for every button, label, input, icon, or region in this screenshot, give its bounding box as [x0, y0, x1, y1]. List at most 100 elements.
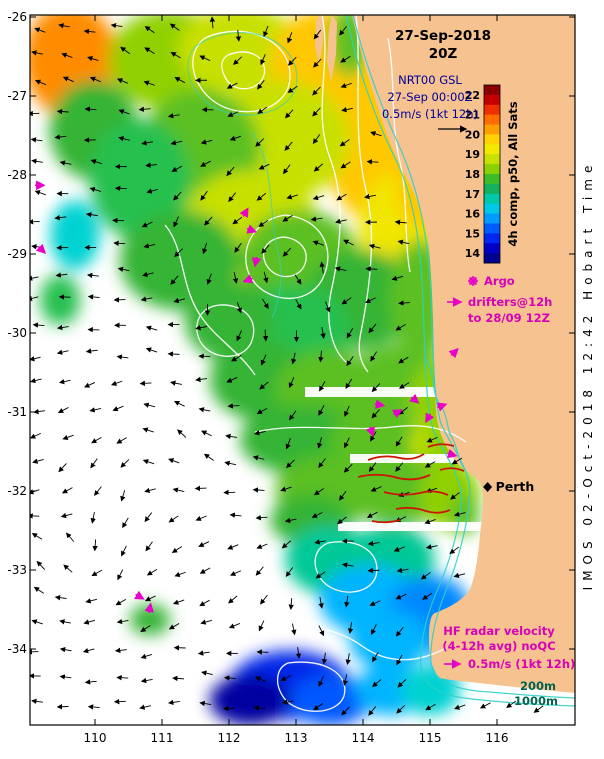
swath-gap	[305, 387, 480, 397]
current-vector	[120, 490, 126, 502]
map-title: 27-Sep-2018 20Z	[395, 28, 491, 62]
hf-line2: (4-12h avg) noQC	[442, 639, 555, 653]
current-vector	[285, 567, 294, 578]
current-vector	[140, 677, 153, 684]
y-axis-label: -28	[7, 168, 27, 182]
current-vector	[30, 432, 41, 439]
drifter-track-arrow	[144, 602, 154, 613]
current-vector	[282, 215, 293, 222]
current-vector	[59, 160, 72, 166]
current-vector	[89, 407, 102, 413]
drifter-markers	[35, 180, 459, 613]
current-vector	[113, 698, 126, 705]
hf-radar-segment	[371, 519, 401, 524]
current-vector	[263, 271, 269, 284]
depth-200m-label: 200m	[520, 679, 556, 693]
current-vector	[346, 356, 354, 367]
sst-blob	[209, 675, 290, 725]
current-vector	[34, 27, 46, 33]
current-vector	[396, 654, 403, 666]
current-vector	[117, 569, 124, 581]
current-vector	[337, 516, 347, 525]
current-vector	[317, 437, 323, 449]
current-vector	[226, 82, 238, 89]
current-vector	[284, 517, 297, 524]
current-vector	[145, 325, 158, 331]
current-vector	[319, 381, 326, 392]
current-vector	[85, 348, 98, 354]
current-vector	[90, 511, 96, 524]
current-vector	[344, 595, 350, 608]
current-vector	[339, 26, 347, 36]
colorbar-swatch	[484, 174, 500, 185]
current-vector	[199, 55, 211, 62]
current-vector	[398, 356, 409, 364]
drifter-track-arrow	[239, 207, 249, 218]
current-vector	[199, 700, 212, 707]
drifter-track-arrow	[409, 393, 420, 404]
current-vector	[91, 437, 102, 444]
current-vector	[226, 166, 235, 177]
current-vector	[31, 698, 43, 705]
drifter-track-arrow	[134, 590, 145, 600]
drifter-track-arrow	[448, 348, 459, 359]
current-vector	[318, 350, 324, 363]
colorbar-swatch	[484, 253, 500, 264]
hf-radar-segment	[427, 443, 455, 448]
current-vector	[198, 407, 211, 413]
current-vector	[335, 218, 347, 224]
current-vector	[146, 188, 158, 194]
current-vector	[200, 160, 211, 167]
current-vector	[424, 461, 436, 468]
current-vector	[169, 23, 180, 31]
current-vector	[340, 55, 351, 63]
current-vector	[138, 106, 151, 112]
current-vector	[144, 512, 153, 523]
nrt-product-label: NRT00 GSL	[398, 73, 462, 87]
sst-blob	[89, 119, 191, 240]
hf-line3: 0.5m/s (1kt 12h)	[468, 657, 575, 671]
current-vector	[32, 458, 44, 464]
current-vector	[312, 134, 321, 145]
current-vector	[173, 191, 182, 201]
current-vector	[173, 216, 179, 228]
current-vector	[145, 541, 153, 552]
mainland-australia	[352, 15, 575, 693]
current-vector	[62, 76, 74, 83]
current-vector	[395, 323, 406, 331]
current-vector	[232, 216, 243, 225]
current-vector	[533, 705, 544, 713]
current-vector	[235, 29, 242, 42]
current-vector	[172, 675, 184, 682]
current-vector	[140, 653, 153, 659]
hf-radar-segment	[439, 467, 465, 472]
current-vector	[117, 266, 130, 273]
current-vector	[62, 434, 74, 440]
current-vector	[369, 600, 381, 606]
sst-blob	[349, 610, 430, 671]
current-vector	[168, 515, 179, 523]
current-vector	[174, 77, 186, 84]
current-vector	[30, 377, 42, 384]
current-vector	[228, 595, 238, 604]
hf-radar-legend: HF radar velocity (4-12h avg) noQC 0.5m/…	[442, 624, 575, 671]
colorbar-swatch	[484, 144, 500, 155]
current-vector	[284, 109, 294, 119]
current-vector	[395, 593, 407, 600]
current-vector	[113, 240, 126, 246]
current-vector	[230, 570, 242, 576]
colorbar-tick-label: 21	[465, 109, 480, 122]
city-label: Perth	[496, 479, 535, 494]
y-axis-label: -27	[7, 89, 27, 103]
current-vector	[144, 26, 155, 34]
current-vector	[34, 79, 47, 86]
current-vector	[170, 140, 183, 146]
current-vector	[426, 436, 438, 443]
current-vector	[120, 459, 130, 468]
y-axis-label: -29	[7, 247, 27, 261]
current-vector	[31, 50, 43, 56]
colorbar-tick-label: 14	[465, 247, 481, 260]
depth-1000m-label: 1000m	[514, 694, 558, 708]
current-vector	[65, 532, 75, 542]
colorbar-swatch	[484, 104, 500, 116]
